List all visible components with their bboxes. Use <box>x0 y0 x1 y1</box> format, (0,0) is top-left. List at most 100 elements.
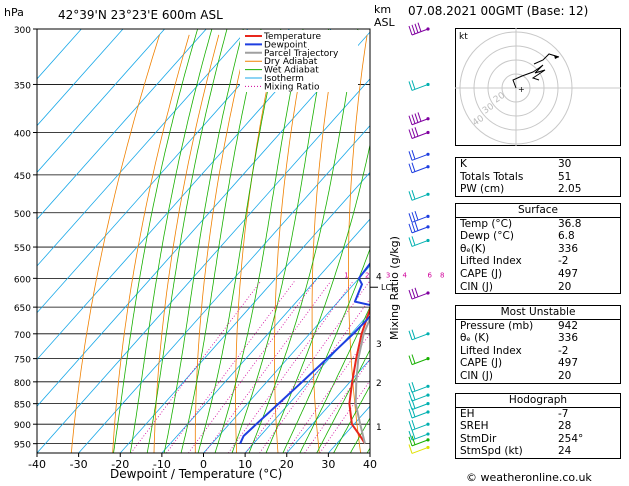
wind-barb-feather <box>408 115 413 125</box>
wind-barb-feather <box>411 419 416 430</box>
mu-row-label: Pressure (mb) <box>460 319 534 332</box>
pressure-tick-label: 950 <box>14 441 31 451</box>
x-tick-label: 0 <box>200 458 207 471</box>
surface-row-value: 497 <box>558 267 579 280</box>
wind-barb-feather <box>411 399 416 409</box>
wind-barb-feather <box>411 128 416 138</box>
hodograph-trace <box>512 64 546 89</box>
wind-barb-dot <box>426 152 430 156</box>
mu-row-label: Lifted Index <box>460 344 522 357</box>
hodograph-trace-upper <box>533 53 560 65</box>
wind-barb-feather <box>414 210 419 221</box>
copyright-footer[interactable]: © weatheronline.co.uk <box>466 471 592 484</box>
pressure-tick-label: 750 <box>14 356 31 366</box>
dewpoint-line <box>239 261 370 445</box>
mixing-ratio-label: 6 <box>427 271 432 279</box>
wind-barb-feather <box>411 114 416 124</box>
wind-barb-feather <box>408 289 413 300</box>
isotherm-line <box>37 29 165 173</box>
wind-barb-feather <box>408 383 413 393</box>
mu-row-value: 336 <box>558 332 579 345</box>
wind-barb-feather <box>408 436 413 447</box>
hodo-row-label: SREH <box>460 420 489 433</box>
pressure-tick-label: 500 <box>14 210 31 220</box>
dry-adiabat-line <box>112 34 190 453</box>
surface-row-label: Dewp (°C) <box>460 230 514 243</box>
isotherm-line <box>244 312 370 453</box>
surface-row-value: 6.8 <box>558 230 575 243</box>
wind-barb-feather <box>408 213 413 223</box>
wind-barb-dot <box>426 225 430 229</box>
isotherm-line <box>37 29 82 80</box>
wind-barb-dot <box>426 332 430 336</box>
wind-barb-dot <box>426 393 430 397</box>
mixing-ratio-line <box>130 281 262 453</box>
profile-lines <box>239 261 370 445</box>
dry-adiabat-line <box>153 34 220 453</box>
mixing-ratio-label: 4 <box>402 271 407 279</box>
wind-barb-feather <box>411 212 416 222</box>
plot-frame <box>36 28 371 454</box>
datetime-label: 07.08.2021 00GMT (Base: 12) <box>408 4 589 18</box>
surface-row-label: Lifted Index <box>460 255 522 268</box>
wind-barb-feather <box>408 355 413 365</box>
wind-barb-feather <box>411 435 416 445</box>
wind-barb-dot <box>426 438 430 442</box>
mixing-ratio-line <box>245 281 370 453</box>
pressure-tick-label: 700 <box>14 331 31 341</box>
x-tick-label: 10 <box>238 458 252 471</box>
wind-barb-dot <box>426 214 430 218</box>
surface-table: Surface Temp (°C) 36.8 Dewp (°C) 6.8 θₑ(K)… <box>455 203 621 295</box>
k-index-label: K <box>460 158 467 170</box>
surface-row-value: 36.8 <box>558 217 582 230</box>
wet-adiabat-line <box>299 305 370 453</box>
legend-label: Dry Adiabat <box>264 57 318 67</box>
hodo-row-value: -7 <box>558 407 569 420</box>
pressure-tick-label: 600 <box>14 275 31 285</box>
hodograph-table: Hodograph EH -7 SREH 28 StmDir 254° StmSpd … <box>455 393 621 459</box>
mu-row-value: 20 <box>558 369 572 382</box>
wet-adiabat-line <box>282 247 370 453</box>
wet-adiabat-line <box>231 29 329 453</box>
hodo-row-value: 28 <box>558 420 572 433</box>
wet-adiabat-line <box>113 29 198 453</box>
wind-barb-feather <box>411 24 416 35</box>
mu-row-value: 497 <box>558 357 579 370</box>
wind-barb-feather <box>408 223 413 234</box>
mu-row-label: θₑ (K) <box>460 332 490 345</box>
wind-barb-feather <box>408 408 413 419</box>
wind-barb-feather <box>408 237 413 247</box>
hodo-row-label: EH <box>460 407 475 420</box>
location-label: 42°39'N 23°23'E 600m ASL <box>58 8 223 22</box>
wet-adiabat-line <box>316 348 370 453</box>
isotherm-line <box>37 29 207 220</box>
dry-adiabat-line <box>347 34 368 453</box>
k-index-value: 30 <box>558 158 572 170</box>
wind-barb-feather <box>417 22 422 32</box>
x-axis-title: Dewpoint / Temperature (°C) <box>110 467 282 481</box>
dry-adiabat-line <box>70 34 160 453</box>
surface-row-label: θₑ(K) <box>460 242 486 255</box>
pressure-tick-label: 350 <box>14 81 31 91</box>
wind-barb-feather <box>408 191 413 201</box>
wind-barb-dot <box>426 27 430 31</box>
km-tick-label: 2 <box>376 379 382 389</box>
legend-label: Wet Adiabat <box>264 66 319 76</box>
wind-barb-dot <box>426 402 430 406</box>
wind-barb-feather <box>411 382 416 392</box>
x-tick-label: -30 <box>70 458 88 471</box>
wind-barb-feather <box>411 329 416 339</box>
legend-label: Temperature <box>263 32 321 42</box>
indices-table: K 30 Totals Totals 51 PW (cm) 2.05 <box>455 157 621 197</box>
wet-adiabat-line <box>146 29 228 453</box>
wet-adiabat-line <box>180 29 262 453</box>
mixing-ratio-label: 3 <box>386 271 390 279</box>
wet-adiabat-line <box>265 143 370 453</box>
pressure-tick-label: 850 <box>14 401 31 411</box>
wind-barb-feather <box>411 390 416 401</box>
surface-row-label: CIN (J) <box>460 280 493 293</box>
isotherm-line <box>37 29 332 361</box>
wind-barb-feather <box>408 391 413 402</box>
wind-barb <box>411 446 429 454</box>
hodo-row-label: StmSpd (kt) <box>460 445 523 458</box>
